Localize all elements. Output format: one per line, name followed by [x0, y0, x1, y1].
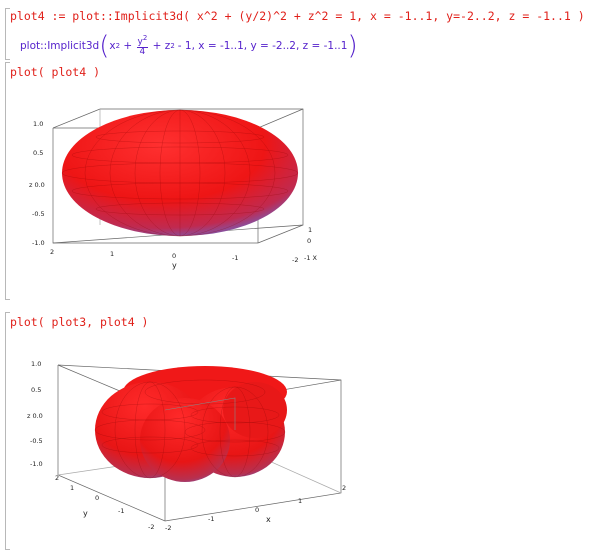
z-tick: 1.0	[31, 360, 41, 368]
y-tick: -1	[118, 507, 124, 515]
plus-1: +	[120, 39, 136, 52]
left-paren: (	[99, 30, 110, 61]
y-tick: 2	[50, 248, 54, 256]
z-term: z	[164, 39, 171, 52]
y-axis-label: y	[83, 509, 88, 518]
plot3-x-ticks: -2 -1 0 1 2	[165, 484, 346, 532]
cell-bracket[interactable]	[5, 8, 10, 60]
plot3-y-ticks: 2 1 0 -1 -2	[55, 474, 154, 531]
x-tick: 0	[307, 237, 311, 245]
y-exp: 2	[142, 34, 148, 42]
y-axis-label: y	[172, 261, 177, 270]
x-tick: -1 X	[304, 254, 318, 262]
cell-bracket[interactable]	[5, 312, 10, 550]
x-exp: 2	[115, 41, 121, 50]
plot4-y-ticks: 2 1 0 -1 -2	[50, 248, 298, 264]
command-input[interactable]: plot4 := plot::Implicit3d( x^2 + (y/2)^2…	[10, 9, 585, 23]
z-tick: -0.5	[32, 210, 45, 218]
plot4-x-ticks: 1 0 -1 X	[304, 226, 318, 262]
y-tick: -2	[148, 523, 154, 531]
z-exp: 2	[170, 41, 175, 50]
z-tick: 0.5	[31, 386, 41, 394]
y-tick: 0	[95, 494, 99, 502]
x-axis-label: x	[266, 515, 271, 524]
plus-2: +	[149, 39, 165, 52]
x-tick: -2	[165, 524, 171, 532]
z-tick: -0.5	[30, 437, 43, 445]
cell-bracket[interactable]	[5, 62, 10, 300]
right-paren: )	[347, 30, 358, 61]
z-tick: -1.0	[30, 460, 43, 468]
result-func: plot::Implicit3d	[20, 39, 100, 52]
y-fraction: y2 4	[136, 34, 149, 57]
plot3-z-ticks: 1.0 0.5 z 0.0 -0.5 -1.0	[27, 360, 43, 468]
y-tick: 1	[70, 484, 74, 492]
y-num: y	[137, 37, 143, 47]
y-tick: 0	[172, 252, 176, 260]
x-tick: 1	[298, 497, 302, 505]
z-tick: 1.0	[33, 120, 43, 128]
command-input[interactable]: plot( plot4 )	[10, 65, 101, 79]
x-tick: -1	[208, 515, 214, 523]
z-tick: 0.5	[33, 149, 43, 157]
y-tick: -1	[232, 254, 238, 262]
result-rest: - 1, x = -1..1, y = -2..2, z = -1..1	[177, 39, 348, 52]
y-tick: 1	[110, 250, 114, 258]
z-tick: z 0.0	[29, 181, 45, 189]
x-tick: 2	[342, 484, 346, 492]
y-tick: -2	[292, 256, 298, 264]
y-tick: 2	[55, 474, 59, 482]
y-den: 4	[139, 47, 146, 57]
z-tick: z 0.0	[27, 412, 43, 420]
ellipsoid-surface	[61, 109, 299, 237]
z-tick: -1.0	[32, 239, 45, 247]
x-term: x	[109, 39, 116, 52]
command-input[interactable]: plot( plot3, plot4 )	[10, 315, 149, 329]
combined-surface	[94, 366, 287, 482]
x-tick: 0	[255, 506, 259, 514]
plot4-z-ticks: 1.0 0.5 z 0.0 -0.5 -1.0	[29, 120, 45, 247]
x-tick: 1	[308, 226, 312, 234]
